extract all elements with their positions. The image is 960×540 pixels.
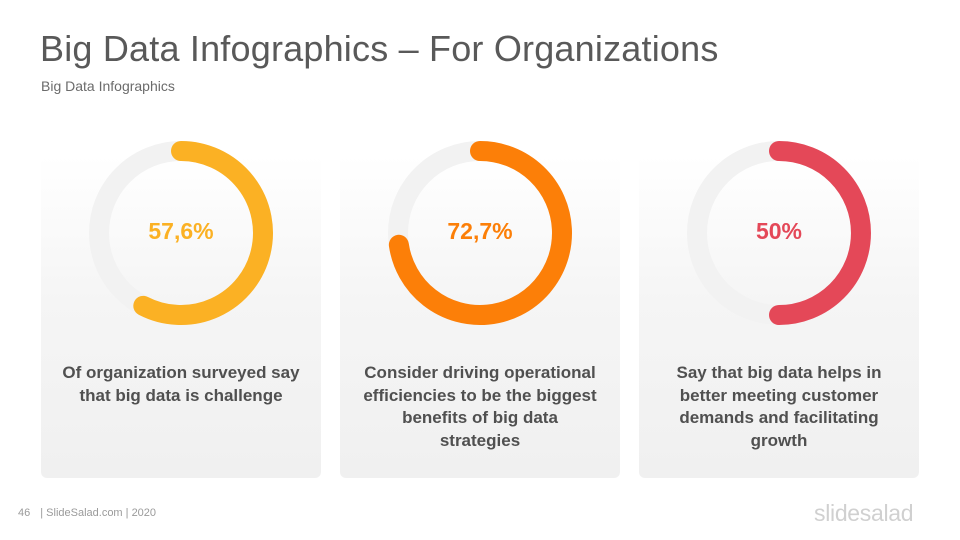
page-number: 46 — [18, 507, 31, 519]
stat-value: 72,7% — [447, 218, 513, 244]
donut-arc — [769, 141, 871, 325]
stat-value: 57,6% — [148, 218, 214, 244]
footer: 46 | SlideSalad.com | 2020 — [18, 507, 156, 519]
donut-chart-1 — [89, 141, 273, 325]
footer-text: | SlideSalad.com | 2020 — [40, 507, 157, 519]
donut-arc — [133, 141, 273, 325]
donut-arc — [388, 141, 572, 325]
stat-description: Of organization surveyed say that big da… — [62, 363, 300, 405]
donut-chart-3 — [687, 141, 871, 325]
stat-card-1: 57,6% Of organization surveyed say that … — [41, 141, 321, 478]
stat-card-2: 72,7% Consider driving operational effic… — [340, 141, 620, 478]
stat-card-3: 50% Say that big data helps in better me… — [639, 141, 919, 478]
page-subtitle: Big Data Infographics — [41, 78, 175, 94]
stat-value: 50% — [755, 218, 803, 244]
stat-description: Consider driving operational efficiencie… — [363, 363, 597, 450]
page-title: Big Data Infographics – For Organization… — [40, 28, 719, 69]
stat-description: Say that big data helps in better meetin… — [676, 363, 882, 450]
donut-chart-2 — [388, 141, 572, 325]
brand-logo: slidesalad — [814, 500, 914, 526]
